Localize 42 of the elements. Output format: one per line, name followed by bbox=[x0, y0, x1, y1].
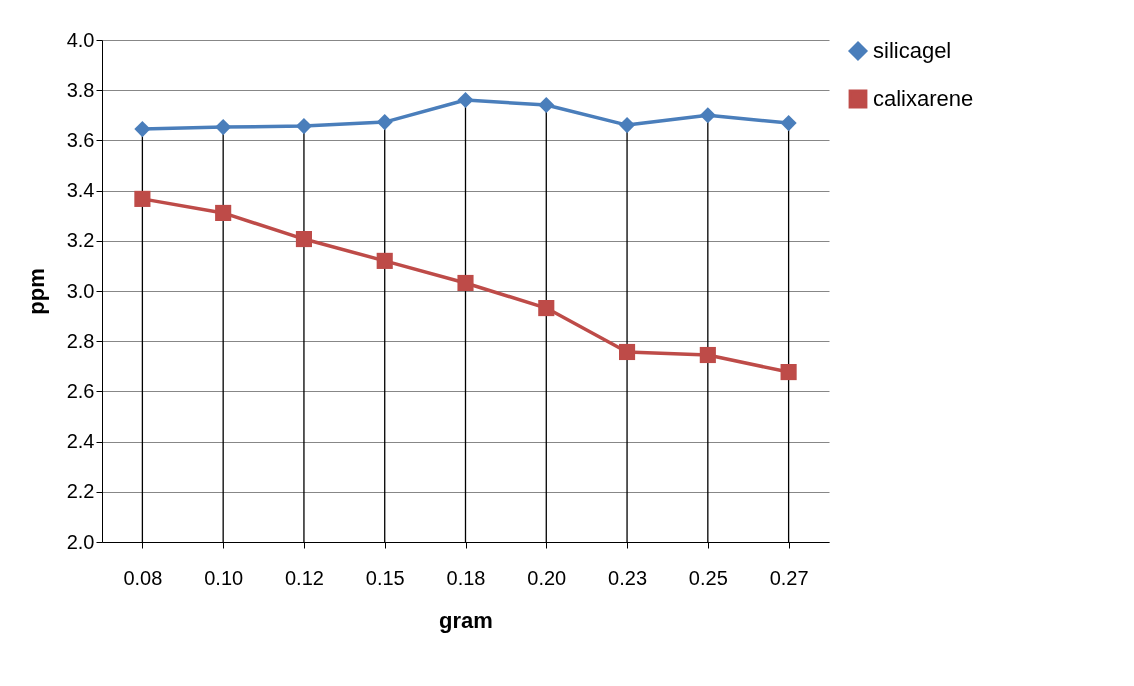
x-tick-label: 0.27 bbox=[769, 566, 809, 589]
point bbox=[699, 346, 716, 364]
x-tick-label: 0.12 bbox=[284, 566, 324, 589]
point bbox=[295, 230, 313, 248]
y-tick-label: 2.0 bbox=[66, 530, 95, 553]
y-tick-label: 2.4 bbox=[66, 430, 95, 453]
x-tick-label: 0.25 bbox=[688, 566, 728, 589]
y-tick-label: 3.0 bbox=[66, 279, 95, 302]
y-axis-title: ppm bbox=[23, 268, 49, 315]
point bbox=[457, 91, 474, 109]
point bbox=[699, 107, 716, 124]
x-tick-label: 0.23 bbox=[608, 566, 648, 589]
point bbox=[376, 252, 393, 269]
point bbox=[780, 364, 797, 381]
y-tick-label: 2.2 bbox=[66, 480, 95, 503]
point bbox=[538, 96, 555, 114]
point bbox=[295, 118, 313, 135]
y-tick-label: 3.2 bbox=[66, 229, 95, 252]
point bbox=[538, 300, 555, 317]
point bbox=[780, 115, 797, 132]
point bbox=[376, 114, 393, 131]
legend-label: silicagel bbox=[873, 38, 952, 63]
x-tick-label: 0.10 bbox=[204, 566, 244, 589]
x-axis-title: gram bbox=[439, 607, 493, 633]
x-tick-label: 0.18 bbox=[446, 566, 486, 589]
point bbox=[134, 190, 151, 207]
x-tick-label: 0.08 bbox=[123, 566, 163, 589]
point bbox=[134, 121, 151, 138]
y-tick-label: 3.4 bbox=[66, 179, 95, 202]
y-tick-label: 4.0 bbox=[66, 28, 95, 51]
point bbox=[618, 117, 636, 134]
legend-label: calixarene bbox=[873, 86, 974, 111]
point bbox=[457, 274, 474, 292]
y-tick-label: 3.8 bbox=[66, 78, 95, 101]
y-tick-label: 3.6 bbox=[66, 128, 95, 151]
point bbox=[215, 204, 232, 221]
y-tick-label: 2.6 bbox=[66, 379, 95, 402]
x-tick-label: 0.20 bbox=[527, 566, 567, 589]
y-tick-label: 2.8 bbox=[66, 329, 95, 352]
point bbox=[215, 119, 232, 136]
point bbox=[618, 343, 636, 361]
x-tick-label: 0.15 bbox=[365, 566, 405, 589]
